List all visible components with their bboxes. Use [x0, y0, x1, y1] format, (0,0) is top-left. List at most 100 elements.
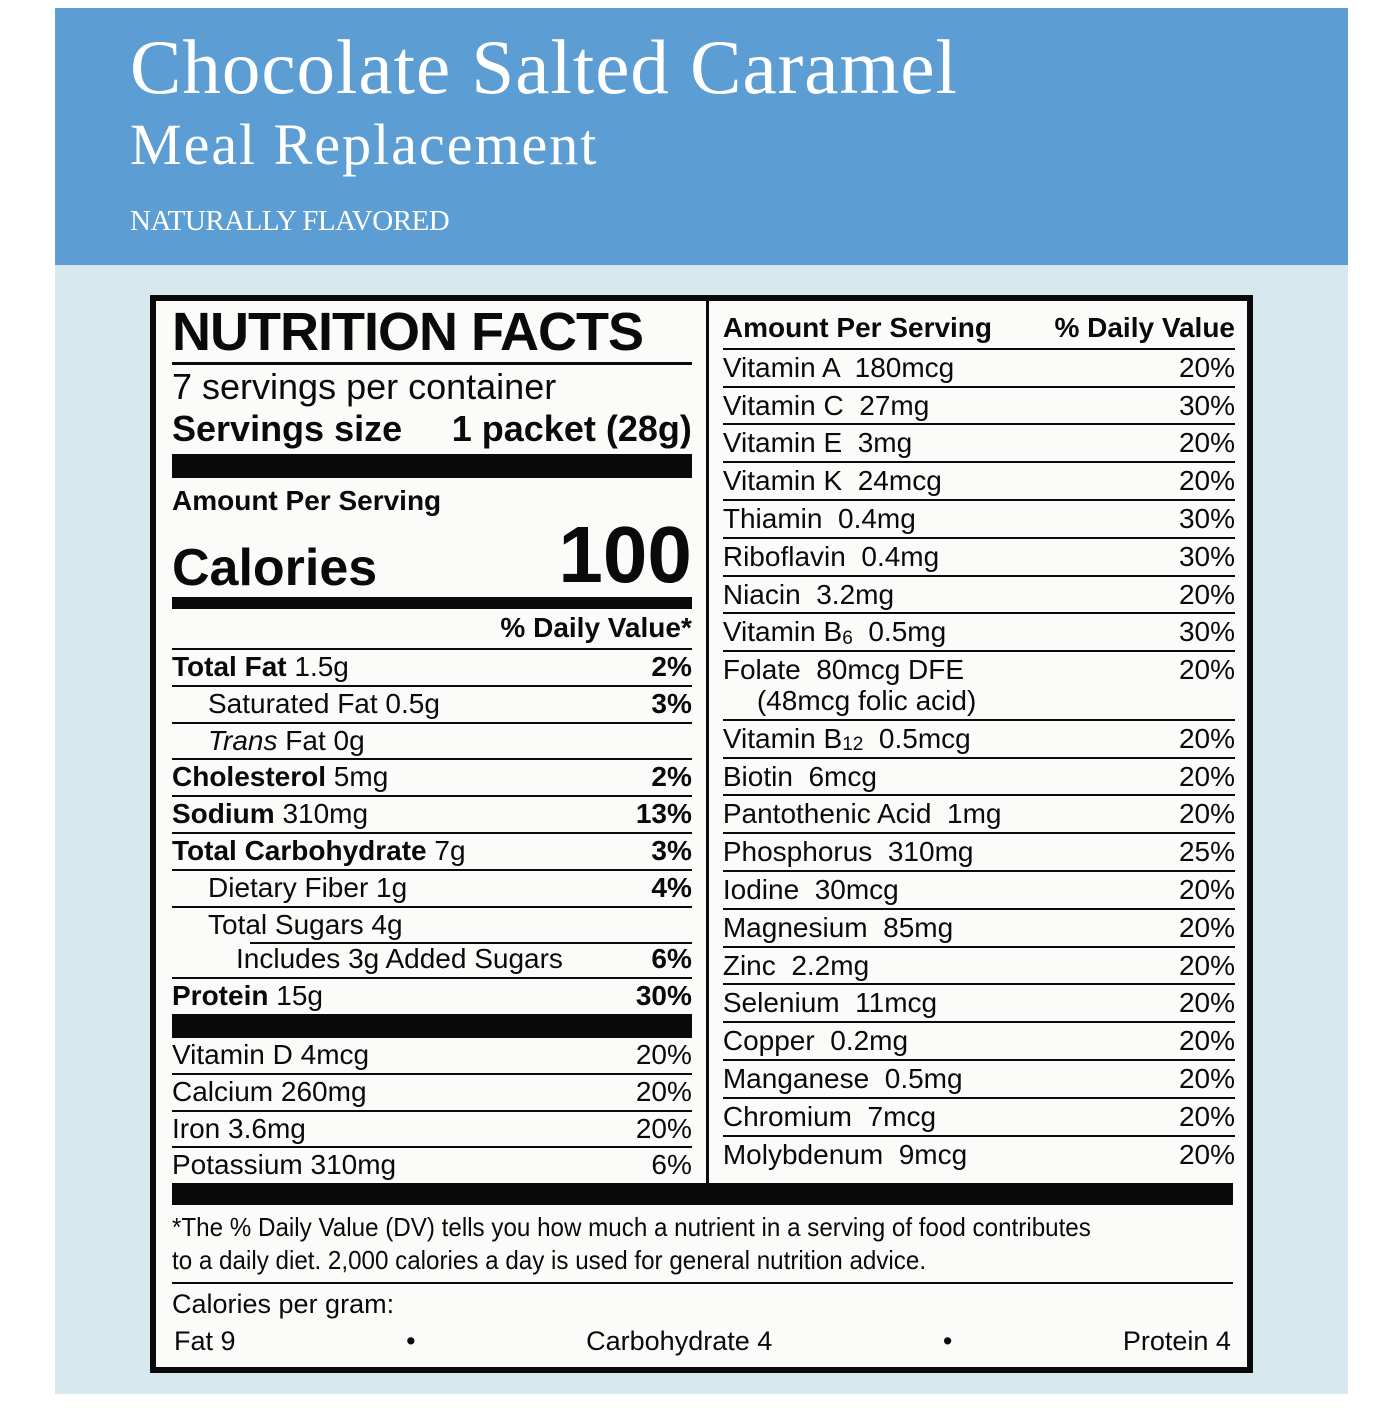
- daily-value: 30%: [1178, 502, 1235, 534]
- daily-value: 20%: [1178, 1138, 1235, 1170]
- nutrient-row: Thiamin 0.4mg 30%: [722, 501, 1235, 539]
- nutrient-label: Chromium 7mcg: [722, 1100, 1171, 1133]
- text-part: Vitamin C 27mg: [722, 389, 930, 421]
- nutrient-label: Vitamin A 180mcg: [723, 352, 1171, 384]
- divider-bar: [172, 1183, 1233, 1206]
- daily-value: 20%: [1178, 911, 1235, 943]
- nutrient-label: Phosphorus 310mg: [723, 836, 1171, 868]
- daily-value: 30%: [635, 980, 692, 1012]
- daily-value: 6%: [651, 943, 692, 975]
- nutrient-row: Includes 3g Added Sugars 6%: [172, 942, 692, 977]
- product-header: Chocolate Salted Caramel Meal Replacemen…: [55, 8, 1348, 265]
- daily-value: 20%: [1178, 465, 1235, 497]
- daily-value: 2%: [651, 651, 692, 683]
- nutrient-row: Biotin 6mcg 20%: [722, 759, 1235, 797]
- text-part: Vitamin B: [722, 616, 843, 648]
- nutrient-row: Dietary Fiber 1g 4%: [172, 868, 692, 906]
- nutrient-row: Potassium 310mg 6%: [172, 1146, 692, 1183]
- nutrient-row: Vitamin B6 0.5mg 30%: [722, 614, 1235, 653]
- text-part: Total Carbohydrate: [172, 835, 427, 867]
- nutrient-label: Iron 3.6mg: [172, 1113, 628, 1145]
- daily-value: 20%: [1178, 427, 1235, 459]
- nutrient-row: Phosphorus 310mg 25%: [722, 834, 1235, 872]
- macro-nutrient-rows: Total Fat 1.5g 2% Saturated Fat 0.5g 3% Tran…: [172, 650, 692, 1014]
- vitamin-mineral-rows: Vitamin A 180mcg 20% Vitamin C 27mg 30% Vita…: [722, 350, 1235, 1173]
- daily-value: 4%: [651, 871, 692, 903]
- nutrient-label: Niacin 3.2mg: [723, 579, 1171, 611]
- daily-value: 20%: [1178, 949, 1235, 981]
- serving-size-row: Servings size 1 packet (28g): [172, 407, 692, 455]
- nutrient-row: Selenium 11mcg 20%: [722, 985, 1235, 1024]
- text-part: Chromium 7mcg: [722, 1100, 937, 1132]
- text-part: 6: [842, 628, 853, 650]
- daily-value-footnote: *The % Daily Value (DV) tells you how mu…: [172, 1205, 1233, 1285]
- text-part: Includes 3g Added Sugars: [236, 943, 563, 975]
- nutrient-row: Riboflavin 0.4mg 30%: [722, 539, 1235, 577]
- text-part: Sodium: [172, 798, 275, 830]
- nutrient-label: Selenium 11mcg: [723, 987, 1171, 1019]
- nutrient-row: Total Carbohydrate 7g 3%: [172, 832, 692, 869]
- calories-per-gram-item: Fat 9: [174, 1325, 236, 1356]
- nutrient-label: Zinc 2.2mg: [722, 949, 1171, 982]
- daily-value: 30%: [1178, 616, 1235, 648]
- product-subtitle: Meal Replacement: [130, 111, 599, 177]
- flavor-note: NATURALLY FLAVORED: [130, 205, 450, 238]
- text-part: Molybdenum 9mcg: [722, 1138, 968, 1170]
- nutrient-row: Folate 80mcg DFE (48mcg folic acid) 20%: [722, 652, 1235, 721]
- text-part: Saturated Fat 0.5g: [208, 687, 440, 719]
- daily-value: 20%: [635, 1039, 692, 1071]
- panel-footer: *The % Daily Value (DV) tells you how mu…: [156, 1183, 1247, 1367]
- calories-per-gram-item: Protein 4: [1122, 1325, 1231, 1356]
- nutrient-row: Manganese 0.5mg 20%: [722, 1061, 1235, 1099]
- text-part: 0.5mg: [852, 616, 947, 648]
- text-part: 0.5mcg: [863, 722, 971, 754]
- daily-value: 20%: [1178, 578, 1235, 610]
- nutrient-row: Zinc 2.2mg 20%: [722, 948, 1235, 986]
- nutrient-label: Calcium 260mg: [172, 1075, 628, 1108]
- divider-bar: [172, 454, 692, 479]
- nutrient-note: (48mcg folic acid): [756, 684, 977, 716]
- nutrient-row: Saturated Fat 0.5g 3%: [172, 684, 692, 722]
- nutrient-label: Trans Fat 0g: [172, 724, 684, 757]
- nutrient-label: Total Carbohydrate 7g: [172, 835, 643, 867]
- footnote-line: to a daily diet. 2,000 calories a day is…: [172, 1244, 927, 1275]
- text-part: Calcium 260mg: [172, 1075, 367, 1107]
- daily-value: 25%: [1178, 836, 1235, 868]
- bullet-separator: •: [406, 1325, 416, 1356]
- nutrient-label: Copper 0.2mg: [723, 1025, 1171, 1057]
- text-part: 310mg: [274, 798, 369, 830]
- text-part: Manganese 0.5mg: [722, 1062, 963, 1094]
- text-part: Trans: [208, 724, 278, 756]
- text-part: Total Fat: [172, 651, 287, 683]
- nutrient-label: Vitamin K 24mcg: [723, 465, 1171, 497]
- daily-value: 20%: [1178, 654, 1235, 686]
- text-part: Folate 80mcg DFE: [722, 654, 965, 686]
- text-part: Zinc 2.2mg: [722, 949, 870, 981]
- calories-per-gram-item: Carbohydrate 4: [586, 1325, 773, 1356]
- nutrient-row: Niacin 3.2mg 20%: [722, 577, 1235, 615]
- calories-row: Calories 100: [172, 510, 692, 600]
- mineral-rows: Vitamin D 4mcg 20% Calcium 260mg 20% Iron 3.…: [172, 1038, 692, 1183]
- nutrient-row: Vitamin C 27mg 30%: [722, 388, 1235, 426]
- text-part: Biotin 6mcg: [722, 760, 877, 792]
- nutrient-row: Chromium 7mcg 20%: [722, 1099, 1235, 1137]
- daily-value: 20%: [635, 1112, 692, 1144]
- nutrient-row: Iodine 30mcg 20%: [722, 872, 1235, 910]
- nutrient-row: Sodium 310mg 13%: [172, 795, 692, 832]
- right-column: Amount Per Serving % Daily Value Vitamin…: [709, 301, 1247, 1183]
- text-part: Magnesium 85mg: [722, 911, 954, 943]
- left-column: NUTRITION FACTS 7 servings per container…: [156, 301, 706, 1183]
- nutrient-label: Iodine 30mcg: [723, 874, 1171, 906]
- nutrient-row: Trans Fat 0g: [172, 721, 692, 759]
- nutrient-label: Vitamin E 3mg: [723, 427, 1171, 459]
- nutrient-label: Includes 3g Added Sugars: [172, 944, 643, 975]
- divider-bar: [172, 597, 692, 610]
- calories-label: Calories: [172, 538, 378, 597]
- nutrient-label: Riboflavin 0.4mg: [723, 541, 1171, 573]
- nutrient-label: Cholesterol 5mg: [172, 762, 643, 793]
- nutrient-row: Vitamin E 3mg 20%: [722, 425, 1235, 464]
- daily-value: 6%: [651, 1149, 692, 1181]
- daily-value: 20%: [1178, 722, 1235, 754]
- calories-value: 100: [558, 510, 692, 600]
- text-part: Fat 0g: [277, 724, 365, 756]
